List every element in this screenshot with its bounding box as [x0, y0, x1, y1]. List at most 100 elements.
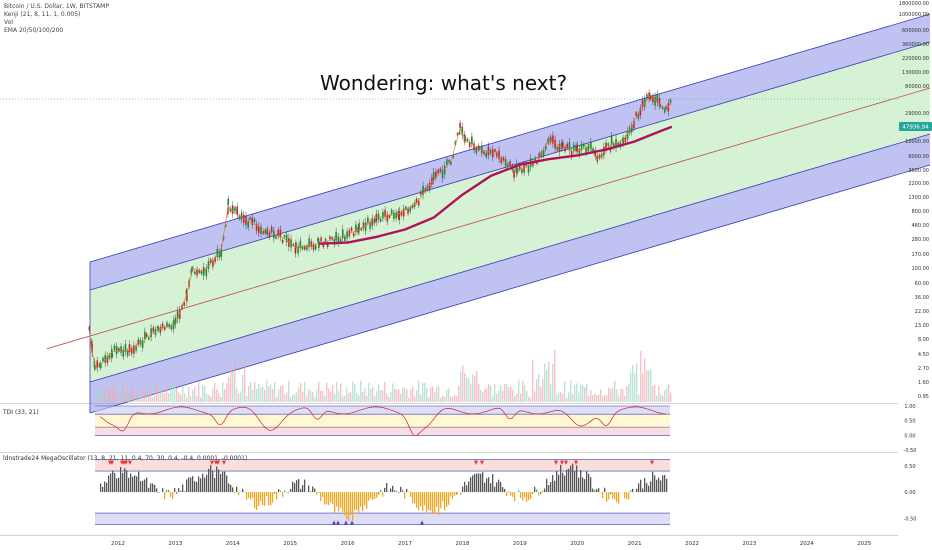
mega-bar — [602, 492, 604, 499]
volume-bar — [226, 383, 228, 402]
mega-bar — [470, 477, 472, 493]
candle — [220, 248, 223, 257]
mega-panel-label[interactable]: ldnstrade24 MegaOscillator (13, 8, 21, 1… — [3, 455, 248, 462]
volume-bar — [96, 389, 98, 402]
candle — [594, 150, 597, 157]
candle — [556, 146, 559, 151]
mega-bar — [526, 492, 528, 502]
price-tick-label: 220000.00 — [902, 56, 929, 62]
mega-bar — [230, 484, 232, 493]
mega-bar — [560, 464, 562, 493]
mega-bar — [496, 482, 498, 493]
candle — [145, 333, 148, 337]
volume-bar — [196, 395, 198, 402]
mega-bar — [262, 492, 264, 505]
price-tick-label: 1800000.00 — [899, 1, 929, 7]
mega-bar — [362, 492, 364, 512]
study-vol[interactable]: Vol — [4, 19, 13, 26]
volume-bar — [152, 397, 154, 402]
volume-bar — [342, 396, 344, 402]
volume-bar — [198, 381, 200, 402]
mega-tick-label: -0.50 — [904, 516, 917, 522]
volume-bar — [242, 375, 244, 402]
candle — [196, 269, 198, 276]
candle — [186, 292, 188, 302]
candle — [573, 144, 575, 152]
mega-bar — [152, 483, 154, 493]
volume-bar — [554, 349, 556, 402]
volume-bar — [118, 381, 120, 402]
volume-bar — [522, 380, 524, 402]
volume-bar — [190, 396, 192, 402]
mega-bar — [440, 492, 442, 509]
mega-bar — [248, 492, 250, 499]
volume-bar — [490, 385, 492, 402]
volume-bar — [140, 393, 142, 402]
candle — [166, 322, 168, 327]
mega-bar — [504, 488, 506, 493]
candle — [646, 94, 648, 99]
candle — [587, 146, 589, 152]
volume-bar — [106, 392, 108, 402]
candle — [253, 218, 256, 223]
volume-bar — [454, 395, 456, 402]
candle — [268, 232, 271, 238]
volume-bar — [296, 392, 298, 402]
mega-bar — [588, 473, 590, 493]
candle — [443, 166, 446, 175]
mega-bar — [142, 480, 144, 493]
volume-bar — [624, 395, 626, 402]
mega-bar — [176, 492, 178, 494]
mega-bar — [488, 477, 490, 493]
mega-bar — [256, 492, 258, 510]
mega-bar — [246, 492, 248, 500]
candle — [346, 231, 348, 239]
candle — [218, 251, 221, 258]
volume-bar — [264, 390, 266, 402]
tdi-panel-label[interactable]: TDI (33, 21) — [3, 409, 39, 416]
volume-bar — [460, 371, 462, 402]
volume-bar — [540, 386, 542, 402]
volume-bar — [500, 385, 502, 402]
mega-bar — [578, 477, 580, 493]
mega-bar — [556, 470, 558, 493]
candle — [407, 208, 409, 214]
volume-bar — [382, 390, 384, 402]
volume-bar — [360, 380, 362, 402]
candle — [454, 141, 457, 145]
volume-bar — [182, 385, 184, 402]
volume-bar — [98, 395, 100, 402]
study-ema[interactable]: EMA 20/50/100/200 — [4, 27, 64, 34]
price-tick-label: 130000.00 — [902, 70, 929, 76]
candle — [99, 363, 102, 369]
volume-bar — [604, 394, 606, 402]
year-tick-label: 2012 — [111, 541, 125, 547]
candle — [294, 246, 297, 254]
mega-bar — [524, 492, 526, 498]
volume-bar — [632, 365, 634, 402]
mega-bar — [420, 492, 422, 507]
mega-bar — [652, 471, 654, 493]
candle — [656, 94, 659, 103]
candle — [251, 217, 254, 225]
candle — [154, 329, 157, 335]
mega-buy-marker — [332, 520, 336, 525]
candle — [583, 144, 585, 147]
mega-bar — [236, 486, 238, 493]
mega-sell-marker — [222, 460, 226, 465]
mega-bar — [128, 477, 130, 493]
mega-bar — [438, 492, 440, 515]
candle — [122, 349, 125, 357]
mega-bar — [608, 492, 610, 500]
study-kenji[interactable]: Kenji (21, 8, 11, 1, 0.005) — [4, 11, 81, 18]
volume-bar — [496, 393, 498, 402]
volume-bar — [172, 381, 174, 402]
volume-bar — [262, 386, 264, 402]
volume-bar — [310, 390, 312, 402]
mega-bar — [146, 477, 148, 493]
volume-bar — [380, 389, 382, 402]
symbol-line[interactable]: Bitcoin / U.S. Dollar, 1W, BITSTAMP — [4, 3, 109, 10]
mega-bar — [538, 492, 540, 496]
candle — [402, 208, 405, 217]
